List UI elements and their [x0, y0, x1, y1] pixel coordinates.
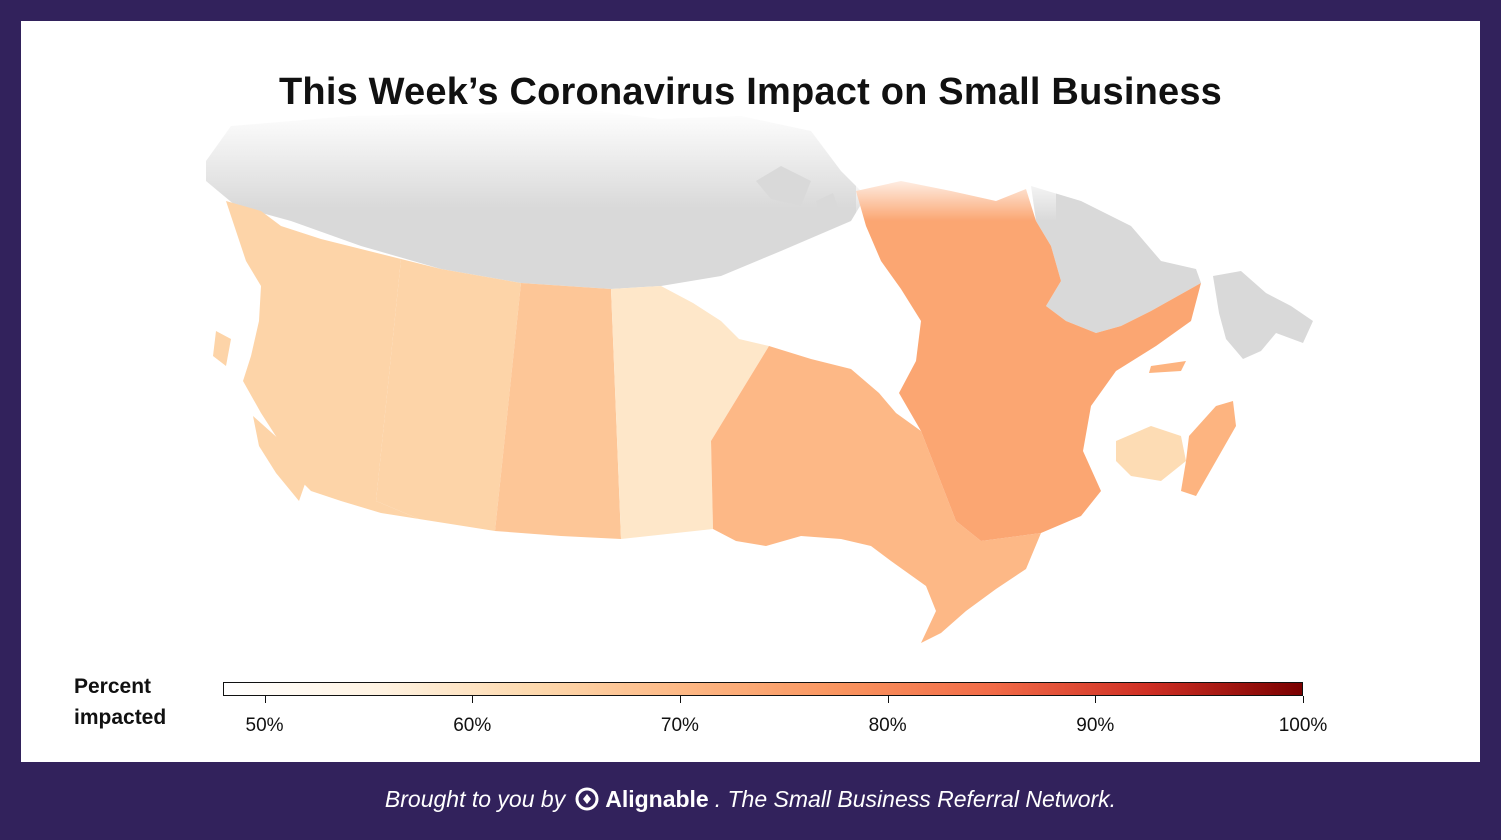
legend-tick-label: 60% [453, 715, 492, 736]
alignable-logo-icon [575, 787, 599, 811]
newfoundland [1213, 271, 1313, 359]
legend-title-line1: Percent [74, 675, 152, 698]
region-manitoba [611, 286, 769, 539]
legend-title: Percent impacted [74, 671, 166, 733]
legend-colorbar [223, 682, 1303, 696]
legend-tick-mark [472, 696, 474, 703]
region-british-columbia [226, 201, 419, 519]
legend-tick-mark [1303, 696, 1304, 703]
region-ontario [711, 346, 1041, 643]
region-alberta [376, 259, 521, 531]
alignable-logo: Alignable [575, 786, 709, 813]
region-saskatchewan [495, 283, 621, 539]
legend-tick-mark [264, 696, 266, 703]
legend-tick-mark [679, 696, 681, 703]
legend-tick-label: 50% [245, 715, 284, 736]
quebec-fade [856, 171, 1056, 221]
arctic-island [756, 166, 811, 206]
region-quebec [856, 181, 1201, 541]
arctic-island [816, 193, 841, 221]
footer-prefix: Brought to you by [384, 785, 566, 812]
bc-island [253, 416, 306, 501]
footer-banner: Brought to you by Alignable . The Small … [0, 780, 1501, 818]
brand-name: Alignable [605, 785, 709, 812]
footer-suffix: . The Small Business Referral Network. [714, 785, 1117, 812]
bc-island [213, 331, 231, 366]
legend-tick-label: 70% [660, 715, 699, 736]
northern-territories [206, 109, 866, 289]
legend-tick-label: 100% [1278, 715, 1328, 736]
chart-card: This Week’s Coronavirus Impact on Small … [21, 21, 1480, 762]
region-new-brunswick [1116, 426, 1186, 481]
region-nova-scotia [1181, 401, 1236, 496]
legend-tick-mark [887, 696, 889, 703]
canada-choropleth-map [206, 109, 1313, 643]
legend-tick-label: 90% [1076, 715, 1115, 736]
chart-title: This Week’s Coronavirus Impact on Small … [279, 71, 1222, 113]
legend-tick-mark [1095, 696, 1097, 703]
legend-title-line2: impacted [74, 706, 167, 729]
legend-tick-label: 80% [868, 715, 907, 736]
labrador [1031, 186, 1201, 333]
region-prince-edward-island [1149, 361, 1186, 373]
